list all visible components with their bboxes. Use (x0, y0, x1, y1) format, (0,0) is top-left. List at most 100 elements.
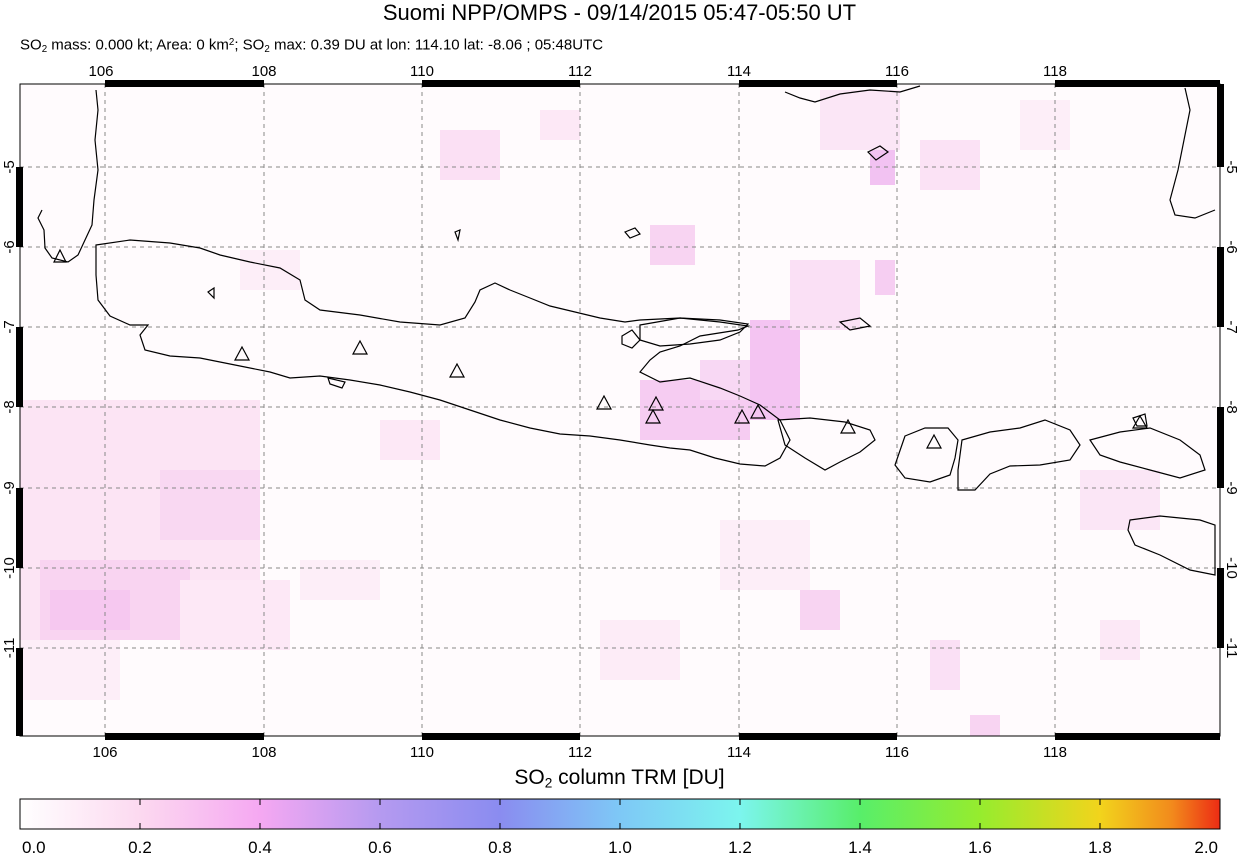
so2-pixel (300, 560, 380, 600)
colorbar-label: 1.8 (1088, 838, 1112, 855)
lon-label: 114 (727, 63, 751, 80)
volcano-marker (644, 408, 662, 424)
lon-label: 116 (885, 744, 909, 761)
colorbar-label: 1.0 (608, 838, 632, 855)
coastline-lombok (894, 427, 959, 483)
so2-pixel (20, 640, 120, 700)
frame-segment (1055, 733, 1220, 740)
frame-segment (1217, 407, 1224, 488)
colorbar-label: 0.6 (368, 838, 392, 855)
max-lon-value: 114.10 (414, 36, 460, 54)
lon-label: 106 (92, 744, 117, 761)
colorbar-title-text: column TRM [DU] (558, 766, 725, 789)
colorbar-title: SO2 column TRM [DU] (514, 766, 725, 791)
lat-label: -7 (1, 320, 18, 333)
frame-ticks (16, 80, 1224, 740)
frame-segment (16, 167, 23, 247)
so2-pixel (750, 320, 800, 420)
so2-pixel (160, 470, 260, 540)
volcano-marker (233, 345, 251, 361)
max-lat-value: -8.06 (487, 36, 523, 54)
coastline-islet (866, 145, 890, 161)
colorbar-label: 0.2 (128, 838, 152, 855)
colorbar-ticks (139, 799, 1101, 829)
volcano-marker (351, 339, 369, 355)
so2-pixel (920, 140, 980, 190)
frame-segment (422, 80, 580, 87)
colorbar-label: 0.8 (488, 838, 512, 855)
lat-label: -6 (1, 240, 18, 253)
coastline-islet (621, 329, 641, 349)
lon-label: 116 (885, 63, 909, 80)
so2-pixel (720, 520, 810, 590)
coastline-islet (624, 227, 641, 239)
map-graticule (20, 84, 1220, 736)
coastline-sumbawa (957, 419, 1081, 491)
lon-label: 112 (568, 63, 592, 80)
coastlines (37, 85, 1216, 576)
map-title: Suomi NPP/OMPS - 09/14/2015 05:47-05:50 … (382, 0, 857, 25)
frame-segment (105, 733, 264, 740)
so2-pixel (440, 130, 500, 180)
so2-pixel (50, 590, 130, 630)
lat-label: -6 (1223, 240, 1239, 253)
lon-label: 110 (410, 63, 434, 80)
colorbar-label: 2.0 (1194, 838, 1218, 855)
coastline-islet (207, 286, 215, 300)
coastline-sumbawa-east (1089, 427, 1206, 479)
volcano-marker (749, 403, 767, 419)
lat-label: -10 (1223, 557, 1239, 579)
lat-label: -10 (1, 557, 18, 579)
so2-pixel (1020, 100, 1070, 150)
frame-segment (739, 80, 897, 87)
lat-label: -9 (1, 481, 18, 494)
so2-mass-value: 0.000 kt (95, 36, 149, 54)
lat-label: -7 (1223, 320, 1239, 333)
so2-pixel (650, 225, 695, 265)
lon-label: 108 (251, 744, 276, 761)
coastline-sulawesi (1169, 87, 1216, 219)
coastline-sumatra (37, 89, 99, 263)
so2-pixel (380, 420, 440, 460)
coastline-bali (777, 417, 876, 471)
volcano-marker (839, 418, 857, 434)
area-value: 0 km (196, 36, 229, 54)
lat-label: -11 (1223, 638, 1239, 659)
lon-label: 108 (251, 63, 276, 80)
colorbar-labels: 0.0 0.2 0.4 0.6 0.8 1.0 1.2 1.4 1.6 1.8 … (22, 838, 1218, 855)
so2-pixel-field (20, 90, 1160, 736)
coastline-borneo (784, 85, 921, 103)
frame-segment (1217, 84, 1224, 167)
coastline-islet (454, 229, 461, 243)
frame-segment (1217, 247, 1224, 327)
lon-label: 106 (88, 63, 113, 80)
so2-pixel (800, 590, 840, 630)
volcano-marker (647, 395, 665, 411)
frame-segment (16, 327, 23, 407)
frame-segment (16, 488, 23, 568)
volcano-marker (53, 248, 67, 263)
volcano-marker (448, 362, 466, 378)
so2-pixel (540, 110, 580, 140)
lon-label: 110 (410, 744, 434, 761)
volcano-markers (53, 248, 1149, 449)
lat-label: -5 (1223, 160, 1239, 173)
coastline-islet (327, 377, 346, 389)
frame-segment (1055, 80, 1220, 87)
lon-labels-top: 106 108 110 112 114 116 118 (88, 63, 1066, 80)
lon-label: 118 (1043, 744, 1067, 761)
lat-labels-left: -5 -6 -7 -8 -9 -10 -11 (1, 160, 18, 658)
so2-pixel (790, 260, 860, 330)
lon-label: 112 (568, 744, 592, 761)
lat-label: -11 (1, 638, 18, 659)
lat-label: -5 (1, 160, 18, 173)
so2-pixel (1080, 470, 1160, 530)
so2-max-value: 0.39 DU (310, 36, 366, 54)
lat-label: -8 (1, 400, 18, 413)
lat-labels-right: -5 -6 -7 -8 -9 -10 -11 (1223, 160, 1239, 658)
coastline-islet (838, 317, 872, 331)
lon-label: 114 (727, 744, 751, 761)
so2-pixel (240, 250, 300, 290)
coastline-madura (639, 317, 750, 347)
